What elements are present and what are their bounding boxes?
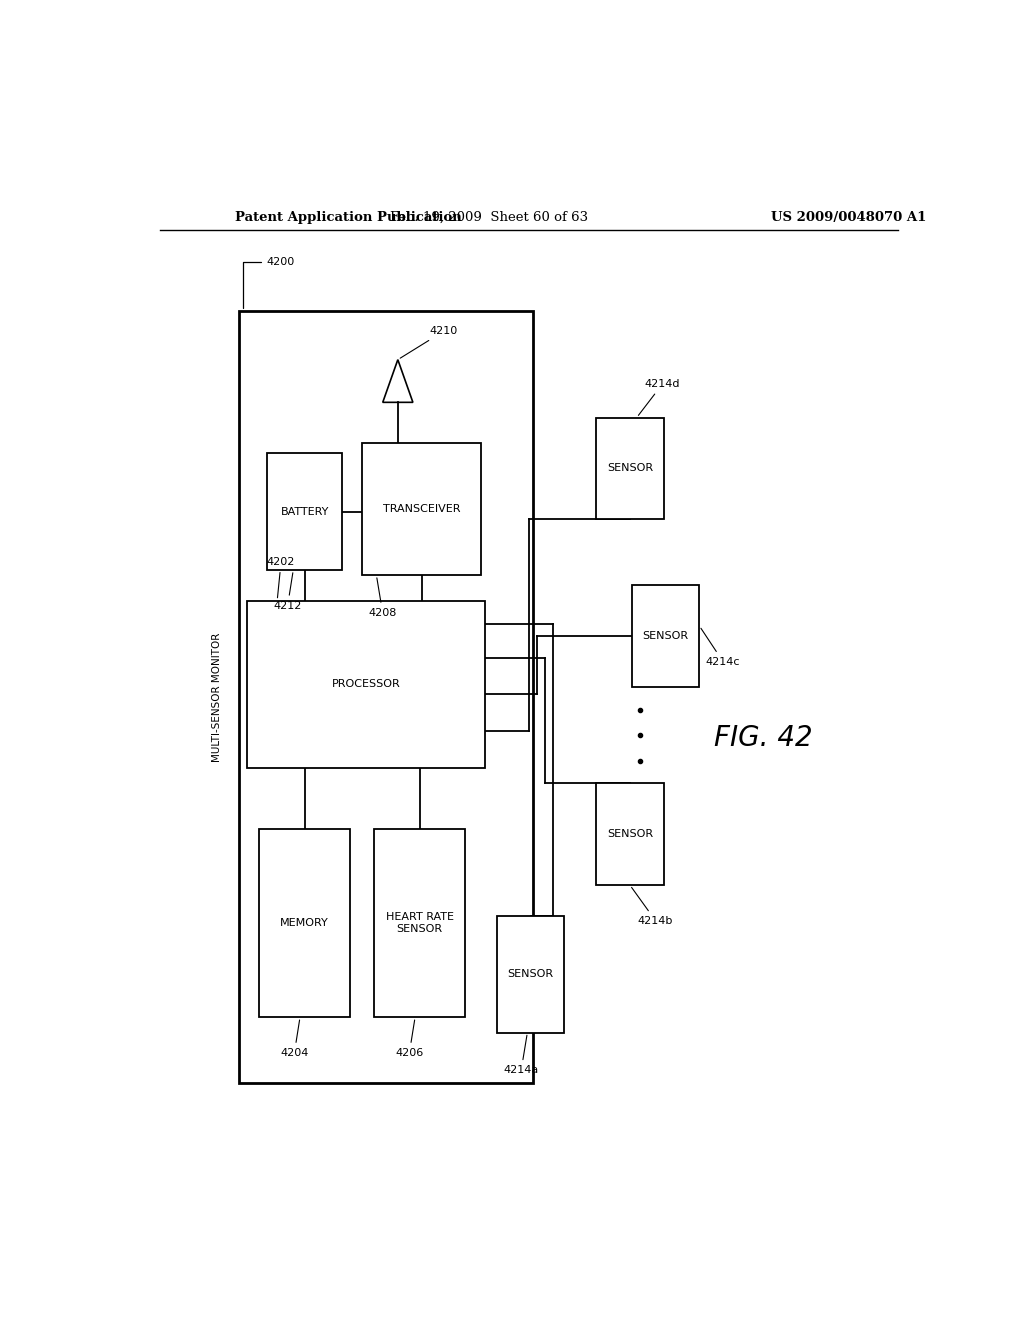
Bar [374,829,465,1018]
Text: SENSOR: SENSOR [508,969,554,979]
Text: MULTI-SENSOR MONITOR: MULTI-SENSOR MONITOR [212,632,222,762]
Text: 4202: 4202 [267,557,295,598]
Text: PROCESSOR: PROCESSOR [332,680,400,689]
Text: 4214d: 4214d [638,379,680,416]
Text: 4208: 4208 [369,578,397,618]
Bar [596,417,664,519]
Text: 4206: 4206 [395,1020,424,1057]
Text: US 2009/0048070 A1: US 2009/0048070 A1 [771,211,926,224]
Bar [497,916,564,1032]
Text: 4212: 4212 [273,573,302,611]
Bar [267,453,342,570]
Bar [247,601,485,768]
Text: 4214b: 4214b [632,887,673,925]
Text: 4214c: 4214c [700,628,740,667]
Text: SENSOR: SENSOR [607,463,653,474]
Bar [259,829,350,1018]
Bar [240,312,532,1084]
Bar [362,444,481,576]
Text: Patent Application Publication: Patent Application Publication [236,211,462,224]
Text: 4210: 4210 [400,326,458,358]
Text: SENSOR: SENSOR [643,631,689,642]
Text: SENSOR: SENSOR [607,829,653,840]
Bar [596,784,664,886]
Text: 4204: 4204 [281,1020,308,1057]
Text: Feb. 19, 2009  Sheet 60 of 63: Feb. 19, 2009 Sheet 60 of 63 [390,211,588,224]
Text: TRANSCEIVER: TRANSCEIVER [383,504,461,513]
Text: HEART RATE
SENSOR: HEART RATE SENSOR [386,912,454,935]
Bar [632,585,699,686]
Text: FIG. 42: FIG. 42 [714,723,812,752]
Text: MEMORY: MEMORY [281,919,329,928]
Text: 4200: 4200 [243,257,295,308]
Text: BATTERY: BATTERY [281,507,329,516]
Text: 4214a: 4214a [504,1035,539,1076]
